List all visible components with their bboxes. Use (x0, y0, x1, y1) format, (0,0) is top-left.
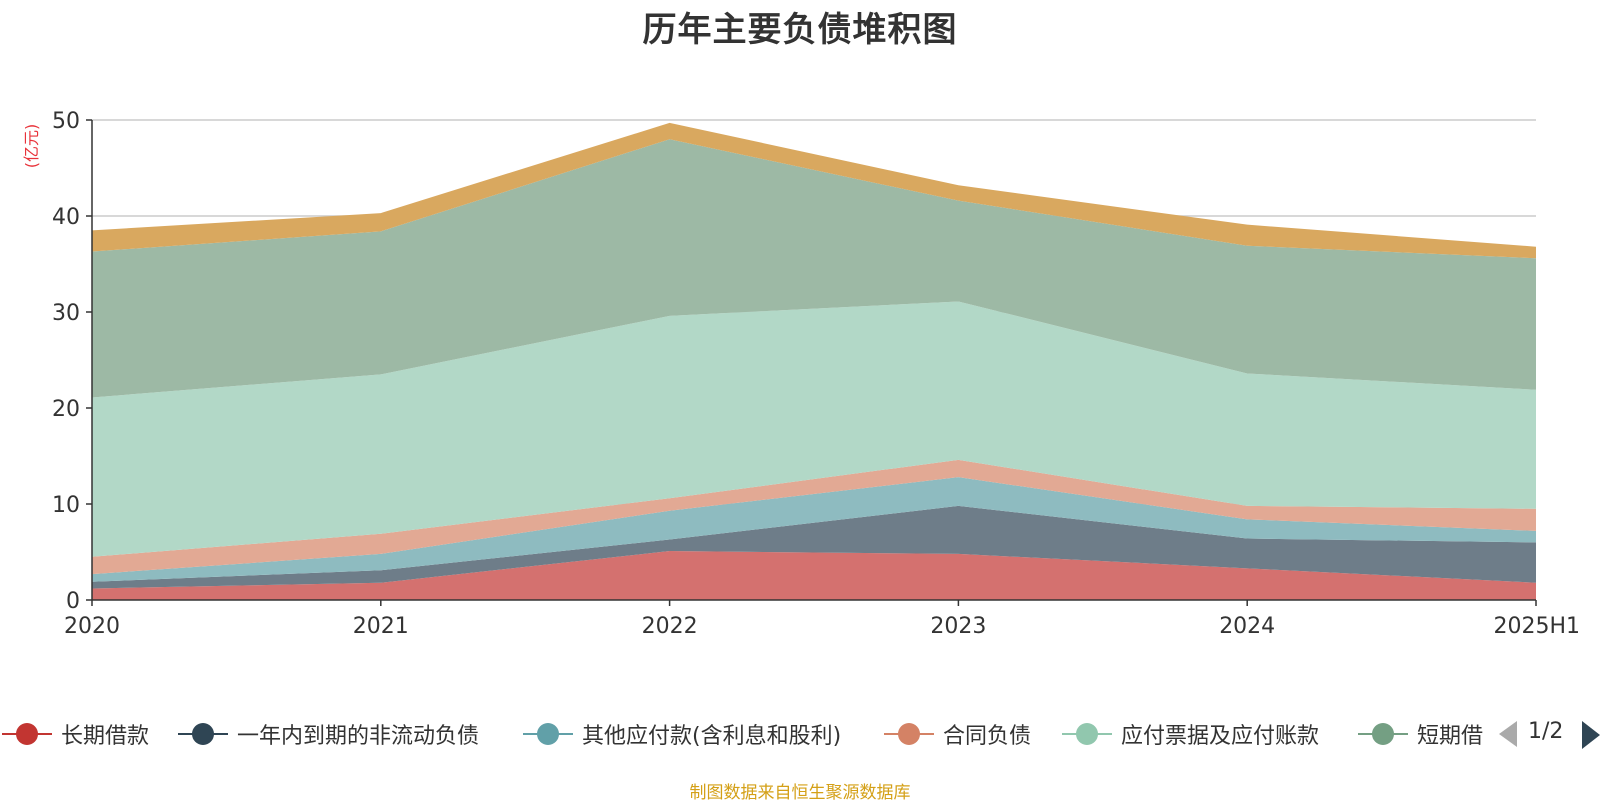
area-series-3 (92, 459, 1536, 575)
legend-item[interactable]: 长期借款 (2, 714, 149, 754)
x-tick-label: 2022 (642, 614, 698, 639)
area-series-2 (92, 477, 1536, 582)
y-tick-label: 20 (52, 397, 80, 422)
legend-label: 其他应付款(含利息和股利) (582, 724, 842, 749)
x-tick-label: 2023 (930, 614, 986, 639)
y-axis-unit-label: (亿元) (22, 124, 41, 169)
y-axis-unit-text: (亿元) (22, 124, 41, 169)
area-series (92, 122, 1536, 600)
area-series-6 (92, 122, 1536, 259)
legend-prev-page-icon[interactable] (1499, 721, 1517, 747)
x-tick-label: 2025H1 (1493, 614, 1580, 639)
legend-page-indicator: 1/2 (1528, 719, 1564, 744)
legend-marker-icon (1358, 714, 1408, 754)
x-tick-label: 2024 (1219, 614, 1275, 639)
legend-item[interactable]: 一年内到期的非流动负债 (178, 714, 479, 754)
legend-label: 合同负债 (943, 724, 1032, 749)
x-tick-label: 2021 (353, 614, 409, 639)
tick-labels: 0 10 20 30 40 50 2020 2021 2022 2023 2024 2025H1 (52, 109, 1580, 639)
y-tick-label: 0 (66, 589, 80, 614)
y-tick-label: 30 (52, 301, 80, 326)
legend-item[interactable]: 短期借 (1358, 714, 1483, 754)
legend-item[interactable]: 合同负债 (884, 714, 1031, 754)
area-series-1 (92, 505, 1536, 589)
legend-item[interactable]: 其他应付款(含利息和股利) (523, 714, 841, 754)
chart-plot: 0 10 20 30 40 50 2020 2021 2022 2023 2024 2025H1 (52, 109, 1580, 639)
y-tick-label: 50 (52, 109, 80, 134)
x-tick-label: 2020 (64, 614, 120, 639)
y-tick-label: 10 (52, 493, 80, 518)
area-series-0 (92, 551, 1536, 600)
legend-marker-icon (884, 714, 934, 754)
legend-marker-icon (523, 714, 573, 754)
legend-label: 长期借款 (61, 724, 150, 749)
area-series-5 (92, 139, 1536, 398)
chart-title: 历年主要负债堆积图 (642, 10, 958, 50)
area-series-4 (92, 301, 1536, 557)
legend-label: 短期借 (1417, 724, 1484, 749)
data-source-note: 制图数据来自恒生聚源数据库 (689, 783, 911, 803)
legend-label: 一年内到期的非流动负债 (237, 724, 480, 749)
axes (86, 119, 1537, 606)
legend: 长期借款 一年内到期的非流动负债 其他应付款(含利息和股利) 合同负债 应付票据及应付账… (0, 714, 1484, 754)
legend-marker-icon (1062, 714, 1112, 754)
legend-next-page-icon[interactable] (1582, 721, 1600, 749)
legend-marker-icon (2, 714, 52, 754)
legend-marker-icon (178, 714, 228, 754)
legend-label: 应付票据及应付账款 (1121, 724, 1320, 749)
legend-item[interactable]: 应付票据及应付账款 (1062, 714, 1319, 754)
y-tick-label: 40 (52, 205, 80, 230)
